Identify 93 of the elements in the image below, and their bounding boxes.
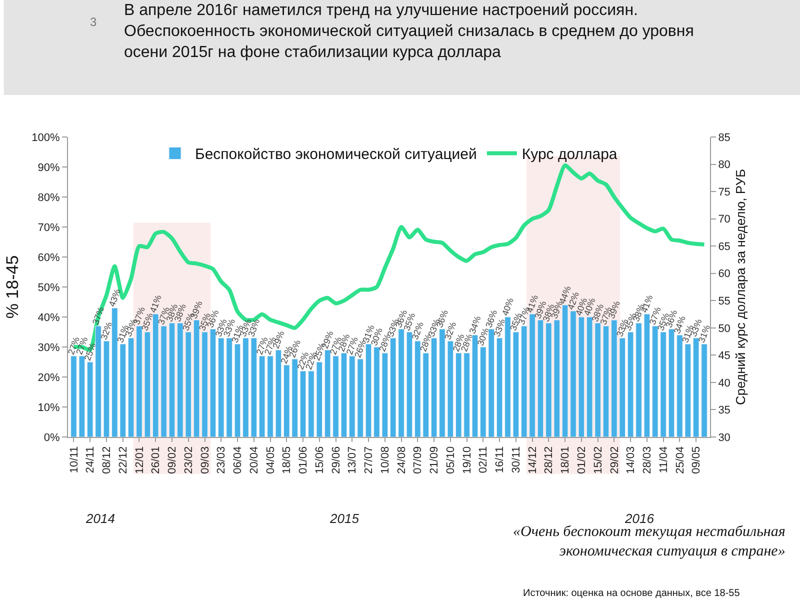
y2-tick-label: 60 [718, 268, 730, 280]
x-tick-label: 01/06 [298, 446, 310, 474]
bar [644, 314, 650, 437]
x-tick-label: 15/02 [592, 446, 604, 474]
bar [562, 304, 568, 437]
x-tick-label: 16/11 [494, 446, 506, 474]
y2-tick-label: 65 [718, 240, 730, 253]
y-tick-label: 100% [32, 132, 60, 144]
y-tick-label: 30% [38, 342, 60, 354]
x-tick-label: 09/02 [166, 446, 179, 474]
x-tick-label: 22/12 [117, 446, 130, 474]
bar [128, 338, 134, 437]
bar [168, 322, 176, 437]
x-tick-label: 05/10 [444, 446, 457, 474]
x-tick-label: 15/06 [314, 446, 326, 474]
legend-label: Курс доллара [522, 146, 618, 164]
bar [103, 340, 110, 437]
y2-tick-label: 70 [718, 214, 730, 226]
x-tick-label: 24/08 [396, 446, 408, 474]
text: 2014 [85, 511, 115, 526]
bar [537, 320, 544, 437]
y-tick-label: 40% [38, 312, 60, 324]
y2-tick-label: 45 [718, 350, 730, 362]
bar [365, 344, 372, 437]
x-tick-label: 29/02 [608, 446, 621, 474]
y-tick-label: 60% [38, 252, 60, 264]
bar [668, 328, 675, 437]
x-tick-label: 24/11 [84, 446, 97, 474]
y-tick-label: 50% [38, 282, 60, 294]
x-tick-label: 18/01 [560, 446, 572, 474]
bar [275, 350, 282, 437]
x-tick-label: 29/06 [330, 446, 342, 474]
text: Источник: оценка на основе данных, все 18-55 [523, 588, 740, 599]
y-axis-title: % 18-45 [3, 255, 22, 319]
x-tick-label: 02/11 [478, 446, 490, 474]
y2-tick-label: 35 [718, 404, 730, 417]
text: 3 [90, 15, 97, 29]
x-tick-label: 20/04 [248, 446, 260, 474]
x-tick-label: 14/03 [625, 446, 638, 474]
text: «Очень беспокоит текущая нестабильная экономическая ситуация в стране» [513, 524, 786, 560]
bar [300, 370, 306, 437]
y-tick-label: 90% [38, 162, 60, 174]
x-tick-label: 04/05 [264, 446, 277, 474]
x-tick-label: 26/01 [150, 446, 162, 474]
y2-tick-label: 30 [718, 432, 730, 444]
data-label: 40% [500, 296, 516, 317]
x-tick-label: 01/02 [576, 446, 588, 474]
y-tick-label: 0% [44, 432, 60, 444]
x-tick-label: 09/03 [199, 446, 212, 474]
y2-tick-label: 85 [718, 132, 730, 144]
text: 2016 [624, 511, 655, 526]
x-tick-label: 14/12 [526, 446, 539, 474]
x-tick-label: 18/05 [281, 446, 294, 474]
x-tick-label: 11/04 [658, 446, 670, 474]
x-tick-label: 07/09 [412, 446, 424, 474]
legend-label: Беспокойство экономической ситуацией [195, 146, 477, 164]
y-tick-label: 20% [38, 372, 60, 384]
y2-tick-label: 50 [718, 322, 730, 335]
bar [602, 326, 610, 437]
data-label: 43% [106, 288, 122, 308]
y2-axis-title: Средний курс доллара за неделю, РУБ [733, 168, 748, 406]
x-tick-label: 28/03 [642, 446, 654, 474]
x-tick-label: 30/11 [510, 446, 523, 474]
bar [472, 334, 478, 437]
x-tick-label: 13/07 [346, 446, 359, 474]
x-tick-label: 23/03 [216, 446, 228, 474]
x-tick-label: 10/08 [379, 446, 392, 474]
x-tick-label: 19/10 [461, 446, 474, 474]
bar [496, 338, 503, 437]
x-tick-label: 25/04 [674, 446, 686, 474]
x-tick-label: 28/12 [543, 446, 556, 474]
bar [210, 328, 216, 437]
x-tick-label: 08/12 [101, 446, 114, 474]
bar [234, 344, 241, 437]
y2-tick-label: 80 [718, 159, 730, 172]
x-tick-label: 27/07 [363, 446, 376, 474]
bar [406, 332, 413, 437]
y-tick-label: 80% [38, 192, 60, 204]
y-tick-label: 70% [38, 222, 60, 234]
y2-tick-label: 75 [718, 186, 730, 198]
x-tick-label: 12/01 [134, 446, 146, 474]
y-tick-label: 10% [38, 402, 60, 414]
x-tick-label: 10/11 [68, 446, 80, 474]
y2-tick-label: 55 [718, 295, 730, 308]
text: 2015 [329, 511, 360, 526]
x-tick-label: 23/02 [182, 446, 195, 474]
x-tick-label: 21/09 [428, 446, 441, 474]
bar [430, 338, 438, 437]
chart-title: В апреле 2016г наметился тренд на улучшение настроений россиян. Обеспокоенность экономической ситуацией снизалась в среднем до уровня осени 2015г на фоне стабилизации курса доллара [124, 2, 694, 61]
y2-tick-label: 40 [718, 377, 730, 390]
x-tick-label: 09/05 [690, 446, 703, 474]
bar [340, 352, 348, 437]
x-tick-label: 06/04 [232, 446, 244, 474]
